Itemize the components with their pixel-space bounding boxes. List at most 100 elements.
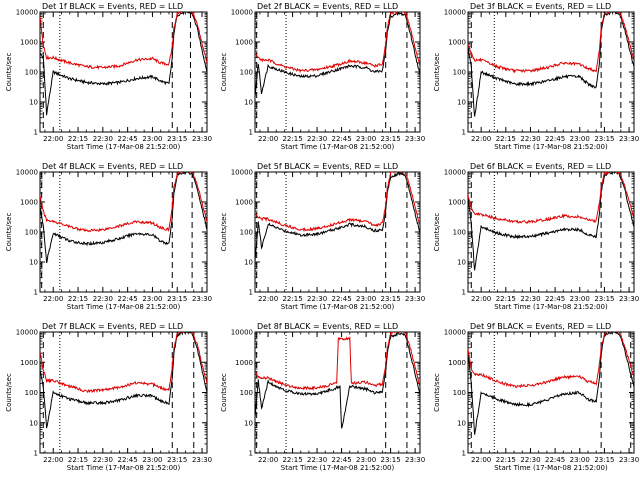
y-tick-label: 100	[453, 69, 466, 77]
x-tick-label: 23:30	[619, 295, 639, 303]
y-tick-label: 10	[457, 99, 466, 107]
x-tick-label: 23:30	[405, 295, 425, 303]
y-tick-label: 1	[34, 129, 38, 137]
detector-panel: Det 6f BLACK = Events, RED = LLD 1 10 100 10…	[433, 162, 639, 311]
x-tick-label: 22:45	[118, 135, 138, 143]
x-tick-label: 23:00	[142, 135, 162, 143]
detector-panel: Det 5f BLACK = Events, RED = LLD 1 10 100 10…	[220, 162, 425, 311]
y-tick-label: 1	[34, 289, 38, 297]
y-tick-label: 1000	[448, 199, 466, 207]
detector-panel: Det 8f BLACK = Events, RED = LLD 1 10 100 10…	[220, 322, 425, 472]
panel-title: Det 9f BLACK = Events, RED = LLD	[470, 322, 611, 331]
x-tick-label: 23:15	[167, 295, 187, 303]
series-line	[468, 172, 634, 271]
x-tick-label: 23:30	[405, 135, 425, 143]
axes-frame	[39, 331, 208, 454]
y-tick-label: 1	[462, 129, 466, 137]
x-axis-label: Start Time (17-Mar-08 21:52:00)	[494, 143, 608, 151]
y-tick-label: 1	[34, 450, 38, 458]
y-tick-label: 1	[249, 450, 253, 458]
x-tick-label: 22:30	[307, 295, 327, 303]
axes-frame	[39, 11, 208, 133]
x-tick-label: 23:30	[619, 456, 639, 464]
detector-panel: Det 1f BLACK = Events, RED = LLD 1 10 100 10…	[5, 2, 212, 151]
plot-area	[468, 172, 634, 271]
series-line	[40, 12, 207, 116]
x-tick-label: 22:15	[496, 456, 516, 464]
y-tick-label: 100	[25, 229, 38, 237]
x-tick-label: 23:15	[594, 135, 614, 143]
axes-frame	[467, 331, 635, 454]
y-tick-label: 1	[249, 129, 253, 137]
x-tick-label: 22:45	[331, 295, 351, 303]
y-axis-label: Counts/sec	[220, 213, 228, 252]
series-line	[40, 172, 207, 264]
plot-area	[468, 332, 634, 435]
x-tick-label: 22:00	[43, 295, 63, 303]
y-axis-label: Counts/sec	[433, 213, 441, 252]
y-tick-label: 100	[25, 389, 38, 397]
x-tick-label: 23:00	[570, 456, 590, 464]
x-tick-label: 22:15	[282, 295, 302, 303]
series-line	[468, 172, 634, 225]
y-tick-label: 100	[240, 69, 253, 77]
y-axis-label: Counts/sec	[5, 213, 13, 252]
x-tick-label: 22:45	[118, 295, 138, 303]
detector-panel: Det 2f BLACK = Events, RED = LLD 1 10 100 10…	[220, 2, 425, 151]
x-tick-label: 23:15	[381, 295, 401, 303]
y-axis-label: Counts/sec	[220, 373, 228, 412]
y-tick-label: 10000	[231, 329, 253, 337]
x-tick-label: 22:15	[68, 456, 88, 464]
y-tick-label: 10000	[16, 9, 38, 17]
x-axis-label: Start Time (17-Mar-08 21:52:00)	[67, 143, 181, 151]
plot-area	[255, 332, 420, 429]
x-tick-label: 23:30	[192, 135, 212, 143]
plot-area	[40, 332, 207, 429]
x-tick-label: 22:30	[93, 295, 113, 303]
y-tick-label: 100	[453, 389, 466, 397]
x-tick-label: 22:00	[471, 456, 491, 464]
x-tick-label: 23:15	[381, 135, 401, 143]
panel-title: Det 3f BLACK = Events, RED = LLD	[470, 2, 611, 11]
y-tick-label: 10	[457, 419, 466, 427]
y-tick-label: 10000	[231, 9, 253, 17]
series-line	[468, 332, 634, 435]
y-axis-label: Counts/sec	[433, 53, 441, 92]
x-tick-label: 22:15	[68, 295, 88, 303]
y-tick-label: 1000	[235, 359, 253, 367]
y-tick-label: 100	[25, 69, 38, 77]
y-tick-label: 1000	[20, 359, 38, 367]
x-tick-label: 22:00	[471, 295, 491, 303]
y-axis-label: Counts/sec	[5, 373, 13, 412]
y-tick-label: 1000	[448, 359, 466, 367]
x-tick-label: 22:30	[307, 456, 327, 464]
series-line	[255, 172, 420, 262]
x-tick-label: 23:00	[142, 295, 162, 303]
x-tick-label: 22:45	[545, 135, 565, 143]
y-tick-label: 10	[244, 419, 253, 427]
y-tick-label: 10000	[444, 169, 466, 177]
panel-title: Det 4f BLACK = Events, RED = LLD	[42, 162, 183, 171]
x-axis-label: Start Time (17-Mar-08 21:52:00)	[494, 464, 608, 472]
x-tick-label: 22:30	[93, 135, 113, 143]
series-line	[40, 332, 207, 429]
axes-frame	[467, 11, 635, 133]
y-tick-label: 1000	[235, 199, 253, 207]
x-tick-label: 23:15	[594, 456, 614, 464]
y-tick-label: 1000	[235, 39, 253, 47]
series-line	[40, 172, 207, 233]
detector-panel: Det 7f BLACK = Events, RED = LLD 1 10 100 10…	[5, 322, 212, 472]
x-tick-label: 23:30	[192, 456, 212, 464]
y-tick-label: 1000	[448, 39, 466, 47]
y-tick-label: 10	[29, 419, 38, 427]
series-line	[255, 332, 420, 429]
x-tick-label: 22:15	[282, 135, 302, 143]
series-line	[255, 12, 420, 74]
x-tick-label: 23:30	[619, 135, 639, 143]
detector-panel: Det 4f BLACK = Events, RED = LLD 1 10 100 10…	[5, 162, 212, 311]
series-line	[255, 12, 420, 98]
x-tick-label: 22:30	[93, 456, 113, 464]
x-tick-label: 22:00	[43, 456, 63, 464]
x-tick-label: 22:45	[331, 456, 351, 464]
